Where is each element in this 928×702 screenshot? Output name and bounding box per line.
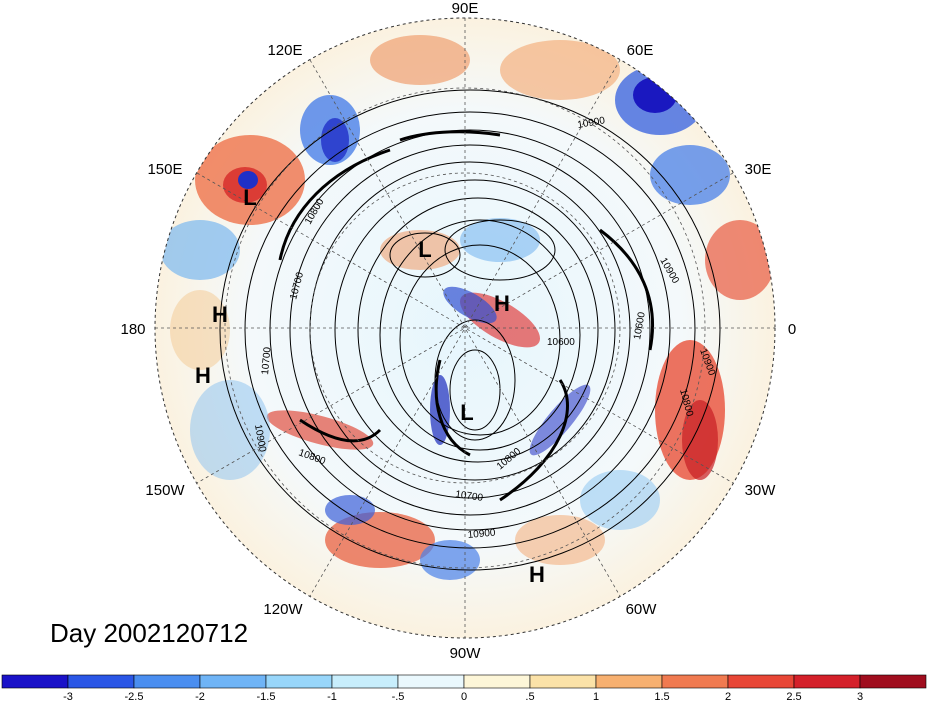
colorbar-segment (661, 674, 729, 689)
lon-label: 90E (452, 0, 479, 17)
colorbar-segment (1, 674, 69, 689)
colorbar-segment (727, 674, 795, 689)
map-title: Day 2002120712 (50, 618, 249, 648)
high-center-label: H (529, 562, 545, 587)
contour-label: 10600 (632, 311, 648, 341)
low-center-label: L (460, 400, 473, 425)
high-center-label: H (195, 363, 211, 388)
colorbar-tick-label: -1 (327, 691, 337, 702)
lon-label: 60E (627, 42, 654, 59)
colorbar-tick-label: 2 (725, 691, 731, 702)
colorbar-segment (595, 674, 663, 689)
colorbar-segment (199, 674, 267, 689)
colorbar-tick-label: -2.5 (125, 691, 144, 702)
colorbar-tick-label: -1.5 (257, 691, 276, 702)
lon-label: 90W (450, 645, 482, 662)
longitude-labels: 90E 60E 30E 0 30W 60W 90W 120W 150W 180 … (120, 0, 796, 662)
lon-label: 60W (626, 601, 658, 618)
lon-label: 150E (147, 161, 182, 178)
colorbar-segment (67, 674, 135, 689)
lon-label: 30W (745, 482, 777, 499)
colorbar-segment (331, 674, 399, 689)
colorbar-segment (529, 674, 597, 689)
colorbar-tick-label: 1 (593, 691, 599, 702)
colorbar-tick-label: -2 (195, 691, 205, 702)
colorbar-segment (463, 674, 531, 689)
colorbar-tick-label: 0 (461, 691, 467, 702)
low-center-label: L (418, 237, 431, 262)
contour-label: 10900 (577, 115, 607, 131)
colorbar-segment (133, 674, 201, 689)
low-center-label: L (243, 185, 256, 210)
contour-label: 10600 (547, 337, 575, 348)
lon-label: 120E (267, 42, 302, 59)
colorbar-segment (859, 674, 927, 689)
graticule (155, 18, 775, 638)
contour-label: 10700 (455, 489, 485, 504)
lon-label: 150W (145, 482, 185, 499)
high-center-label: H (212, 302, 228, 327)
colorbar-tick-label: -.5 (392, 691, 405, 702)
colorbar-tick-label: .5 (525, 691, 534, 702)
colorbar-tick-label: -3 (63, 691, 73, 702)
map-boundary (154, 17, 776, 639)
height-contours (219, 89, 721, 571)
colorbar-tick-label: 1.5 (654, 691, 669, 702)
colorbar-segment (397, 674, 465, 689)
high-center-label: H (494, 291, 510, 316)
colorbar-segment (265, 674, 333, 689)
colorbar-tick-label: 3 (857, 691, 863, 702)
lon-label: 30E (745, 161, 772, 178)
colorbar-segment (793, 674, 861, 689)
lon-label: 0 (788, 321, 796, 338)
contour-label: 10900 (252, 424, 268, 454)
lon-label: 180 (120, 321, 145, 338)
contour-label: 10900 (467, 528, 496, 541)
pressure-centers: L L H H H L H (195, 185, 545, 587)
colorbar-tick-label: 2.5 (786, 691, 801, 702)
contour-label: 10700 (260, 346, 273, 375)
colorbar: -3 -2.5 -2 -1.5 -1 -.5 0 .5 1 1.5 2 2.5 3 (1, 674, 927, 702)
lon-label: 120W (263, 601, 303, 618)
